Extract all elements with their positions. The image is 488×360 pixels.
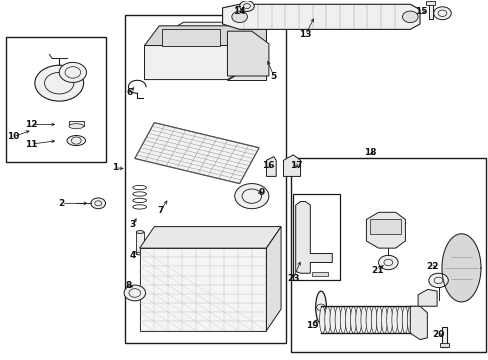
Ellipse shape <box>315 291 326 323</box>
Ellipse shape <box>69 124 83 129</box>
Text: 16: 16 <box>261 161 274 170</box>
Text: 12: 12 <box>24 120 37 129</box>
Text: 2: 2 <box>59 199 64 208</box>
Polygon shape <box>69 121 83 126</box>
Ellipse shape <box>355 306 361 333</box>
Polygon shape <box>227 31 268 76</box>
Ellipse shape <box>376 306 382 333</box>
Polygon shape <box>369 220 400 234</box>
Polygon shape <box>136 232 144 253</box>
Polygon shape <box>409 306 427 339</box>
Ellipse shape <box>67 135 85 145</box>
Polygon shape <box>441 327 446 347</box>
Polygon shape <box>366 212 405 248</box>
Text: 6: 6 <box>126 87 133 96</box>
Text: 15: 15 <box>414 7 427 16</box>
Circle shape <box>428 273 447 288</box>
Polygon shape <box>135 123 259 184</box>
Circle shape <box>239 1 254 12</box>
Ellipse shape <box>396 306 402 333</box>
Ellipse shape <box>407 306 412 333</box>
Circle shape <box>234 184 268 209</box>
Ellipse shape <box>319 306 325 333</box>
Ellipse shape <box>345 306 350 333</box>
Ellipse shape <box>136 230 144 233</box>
Text: 13: 13 <box>299 30 311 39</box>
Polygon shape <box>295 202 331 273</box>
Text: 9: 9 <box>258 188 264 197</box>
Circle shape <box>35 65 83 101</box>
Polygon shape <box>144 26 266 45</box>
Ellipse shape <box>381 306 386 333</box>
Circle shape <box>231 11 247 23</box>
Text: 1: 1 <box>112 163 118 172</box>
Polygon shape <box>426 1 434 5</box>
Text: 18: 18 <box>363 148 376 157</box>
Ellipse shape <box>136 252 144 255</box>
Text: 11: 11 <box>24 140 37 149</box>
Ellipse shape <box>334 306 340 333</box>
Ellipse shape <box>329 306 335 333</box>
Polygon shape <box>266 157 276 176</box>
Circle shape <box>91 198 105 209</box>
Text: 22: 22 <box>425 262 438 271</box>
Polygon shape <box>144 22 266 80</box>
Ellipse shape <box>366 306 371 333</box>
Text: 10: 10 <box>7 132 19 141</box>
Text: 14: 14 <box>233 7 245 16</box>
Polygon shape <box>428 4 432 19</box>
Polygon shape <box>311 272 328 276</box>
Circle shape <box>402 11 417 23</box>
Polygon shape <box>140 226 281 248</box>
Circle shape <box>124 285 145 301</box>
Ellipse shape <box>350 306 356 333</box>
Text: 19: 19 <box>306 321 319 330</box>
Ellipse shape <box>370 306 376 333</box>
Text: 7: 7 <box>157 206 163 215</box>
Ellipse shape <box>360 306 366 333</box>
Circle shape <box>59 62 86 82</box>
Text: 8: 8 <box>125 281 131 290</box>
Text: 4: 4 <box>129 251 135 260</box>
Text: 3: 3 <box>129 220 135 229</box>
Text: 17: 17 <box>290 161 303 170</box>
Circle shape <box>378 255 397 270</box>
Polygon shape <box>441 234 480 302</box>
Ellipse shape <box>324 306 330 333</box>
Polygon shape <box>227 56 266 80</box>
Text: 20: 20 <box>431 330 444 339</box>
Ellipse shape <box>340 306 346 333</box>
Text: 23: 23 <box>286 274 299 283</box>
Text: 21: 21 <box>370 266 383 275</box>
Ellipse shape <box>391 306 397 333</box>
Polygon shape <box>222 4 419 30</box>
Ellipse shape <box>401 306 407 333</box>
Circle shape <box>433 7 450 20</box>
Polygon shape <box>417 289 436 306</box>
Text: 5: 5 <box>270 72 276 81</box>
Ellipse shape <box>386 306 392 333</box>
Polygon shape <box>439 343 448 347</box>
Polygon shape <box>283 155 300 176</box>
Polygon shape <box>140 248 266 330</box>
Polygon shape <box>266 226 281 330</box>
Polygon shape <box>161 30 220 45</box>
